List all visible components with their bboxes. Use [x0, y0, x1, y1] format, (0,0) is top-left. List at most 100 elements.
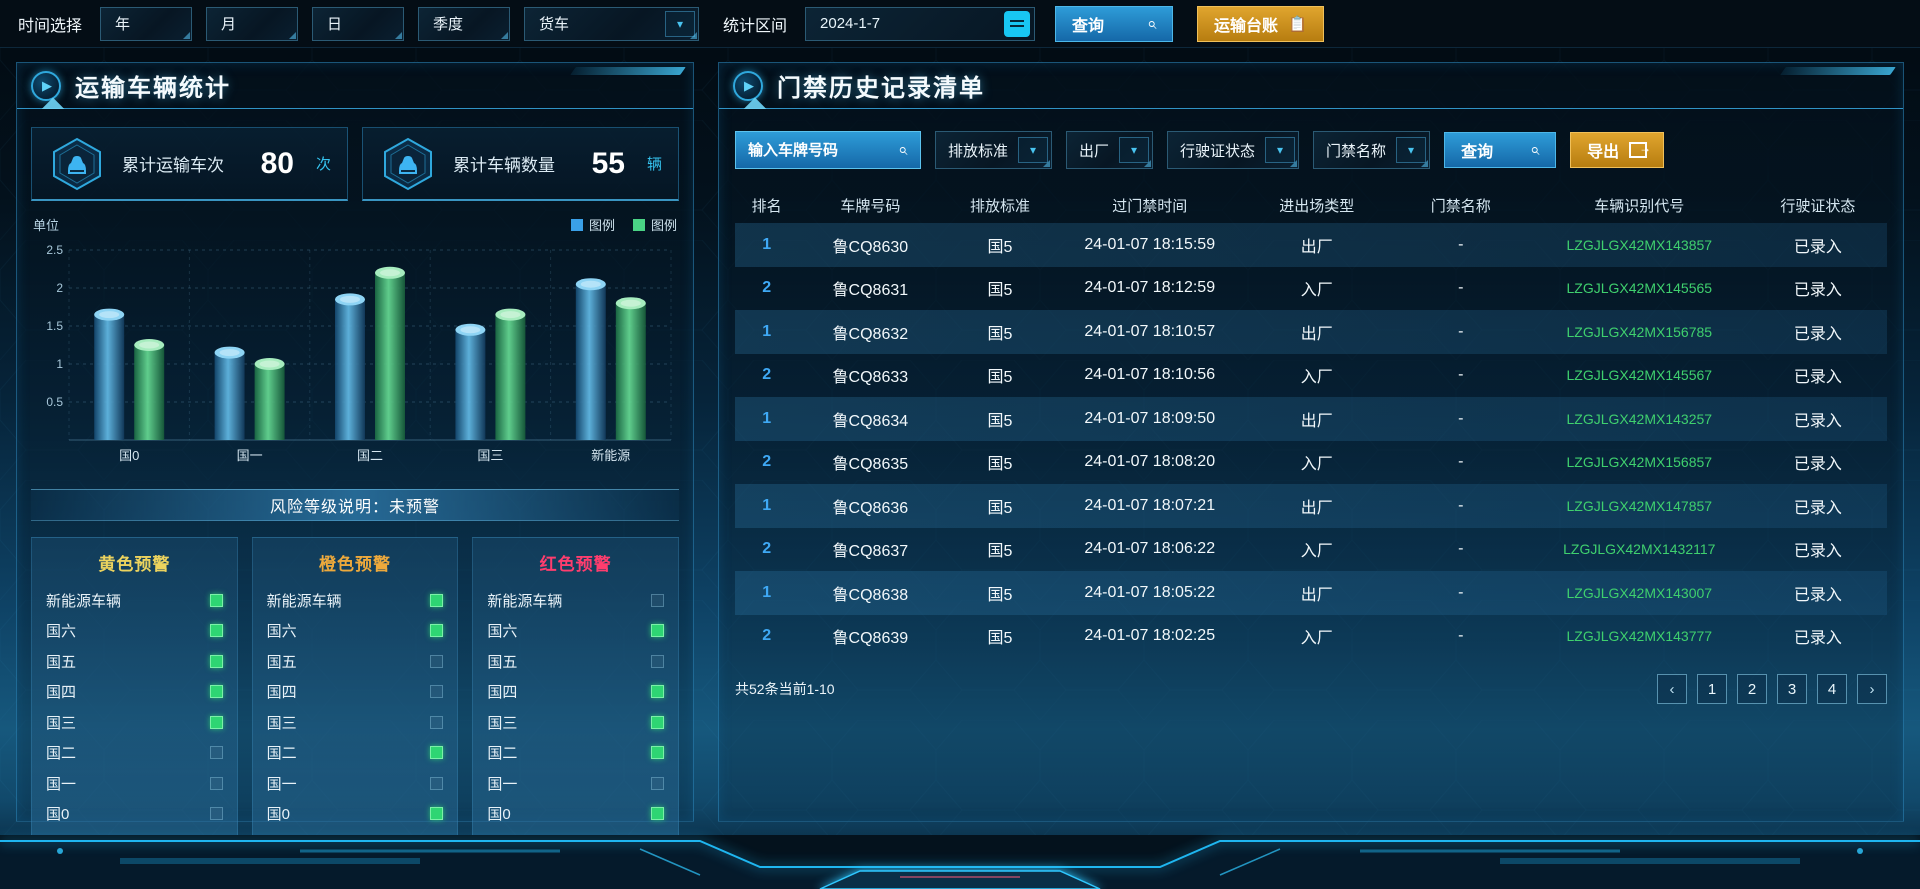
vehicle-bar-chart: 单位 图例 图例 0.5 1 1.5 2 2.5 国0 国一 国二 国三 新能源	[17, 201, 693, 473]
cell-gate-time: 24-01-07 18:10:56	[1084, 366, 1216, 384]
plate-number-search[interactable]: ⌕	[735, 131, 921, 169]
transport-ledger-label: 运输台账	[1214, 17, 1279, 35]
warning-indicator-on[interactable]	[430, 746, 444, 760]
cell-gate-time: 24-01-07 18:05:22	[1084, 583, 1216, 601]
warning-item-label: 新能源车辆	[266, 592, 342, 610]
car-icon	[379, 135, 437, 193]
legend-label: 图例	[650, 218, 677, 233]
warning-row: 国二	[487, 738, 665, 769]
cell-emission-standard: 国5	[987, 630, 1013, 648]
warning-indicator-on[interactable]	[430, 807, 444, 821]
warning-indicator-off[interactable]	[209, 807, 223, 821]
page-button-4[interactable]: 4	[1817, 674, 1847, 704]
cell-gate-name: -	[1458, 322, 1464, 340]
cell-rank: 2	[762, 279, 772, 297]
cell-vin: LZGJLGX42MX156857	[1566, 454, 1713, 471]
export-icon	[1629, 141, 1651, 158]
cell-vin: LZGJLGX42MX143257	[1566, 410, 1713, 427]
warning-indicator-on[interactable]	[430, 624, 444, 638]
warning-row: 国六	[267, 616, 444, 647]
stat-value: 80	[260, 146, 294, 180]
warning-item-label: 国0	[46, 806, 70, 824]
cell-gate-name: -	[1458, 235, 1464, 253]
warning-item-label: 国六	[266, 623, 297, 641]
filter-dropdown-label: 排放标准	[948, 142, 1009, 160]
cell-rank: 2	[762, 366, 772, 384]
warning-indicator-on[interactable]	[651, 715, 665, 729]
warning-indicator-on[interactable]	[209, 624, 223, 638]
cell-gate-time: 24-01-07 18:12:59	[1084, 279, 1216, 297]
top-toolbar: 时间选择 年月日季度 货车 ▾ 统计区间 2024-1-7 查询 ⌕ 运输台账 …	[0, 0, 1920, 48]
warning-indicator-on[interactable]	[651, 624, 665, 638]
time-button-季度[interactable]: 季度	[418, 6, 511, 41]
cell-vin: LZGJLGX42MX145567	[1566, 367, 1713, 384]
left-panel-header: ▶ 运输车辆统计	[17, 63, 693, 109]
warning-item-label: 国五	[266, 653, 297, 671]
transport-ledger-button[interactable]: 运输台账 📋	[1197, 5, 1324, 42]
warning-indicator-off[interactable]	[430, 685, 444, 699]
warning-row: 国二	[267, 738, 444, 769]
warning-indicator-off[interactable]	[651, 654, 665, 668]
search-icon: ⌕	[1146, 13, 1157, 33]
cell-vin: LZGJLGX42MX143007	[1566, 584, 1713, 601]
warning-indicator-off[interactable]	[209, 746, 223, 760]
warning-indicator-on[interactable]	[209, 685, 223, 699]
plate-number-input[interactable]	[748, 141, 868, 159]
table-query-button[interactable]: 查询 ⌕	[1444, 132, 1557, 168]
warning-item-label: 国四	[46, 684, 77, 702]
calendar-icon[interactable]	[1004, 10, 1031, 37]
legend-item-0[interactable]: 图例	[570, 215, 615, 234]
warning-row: 国一	[46, 768, 223, 799]
warning-indicator-on[interactable]	[651, 807, 665, 821]
warning-indicator-on[interactable]	[651, 746, 665, 760]
time-button-月[interactable]: 月	[206, 6, 299, 41]
warning-row: 国五	[487, 646, 665, 677]
filter-dropdown-1[interactable]: 出厂 ▾	[1066, 131, 1154, 169]
query-button[interactable]: 查询 ⌕	[1055, 5, 1174, 42]
filter-dropdown-0[interactable]: 排放标准 ▾	[935, 131, 1053, 169]
vehicle-type-dropdown[interactable]: 货车 ▾	[524, 6, 700, 41]
warning-indicator-on[interactable]	[209, 715, 223, 729]
column-header: 排放标准	[969, 197, 1030, 215]
date-range-input[interactable]: 2024-1-7	[805, 6, 1036, 41]
warning-row: 新能源车辆	[487, 585, 665, 616]
cell-gate-time: 24-01-07 18:10:57	[1084, 322, 1216, 340]
cell-vin: LZGJLGX42MX1432117	[1563, 541, 1716, 558]
left-panel-title: 运输车辆统计	[75, 75, 231, 102]
page-button-3[interactable]: 3	[1777, 674, 1807, 704]
warning-indicator-off[interactable]	[651, 776, 665, 790]
warning-indicator-on[interactable]	[430, 593, 444, 607]
time-button-年[interactable]: 年	[100, 6, 193, 41]
time-button-日[interactable]: 日	[312, 6, 405, 41]
warning-row: 国一	[487, 768, 665, 799]
cell-rank: 2	[762, 627, 772, 645]
table-filter-row: ⌕ 排放标准 ▾ 出厂 ▾ 行驶证状态 ▾ 门禁名称 ▾ 查询 ⌕ 导出	[719, 109, 1903, 169]
warning-indicator-off[interactable]	[430, 715, 444, 729]
cell-license-status: 已录入	[1793, 586, 1842, 604]
warning-row: 国一	[267, 768, 444, 799]
table-row: 2 鲁CQ8637 国5 24-01-07 18:06:22 入厂 - LZGJLGX42M…	[735, 528, 1887, 572]
warning-indicator-on[interactable]	[209, 654, 223, 668]
cell-gate-name: -	[1458, 409, 1464, 427]
chevron-down-icon: ▾	[1119, 137, 1150, 163]
filter-dropdown-2[interactable]: 行驶证状态 ▾	[1167, 131, 1300, 169]
warning-indicator-off[interactable]	[209, 776, 223, 790]
warning-title: 黄色预警	[98, 555, 171, 574]
export-button[interactable]: 导出	[1570, 132, 1665, 168]
warning-indicator-on[interactable]	[209, 593, 223, 607]
page-button-1[interactable]: 1	[1697, 674, 1727, 704]
warning-indicator-on[interactable]	[651, 685, 665, 699]
prev-page-button[interactable]: ‹	[1657, 674, 1687, 704]
legend-item-1[interactable]: 图例	[632, 215, 677, 234]
warning-indicator-off[interactable]	[651, 593, 665, 607]
cell-gate-time: 24-01-07 18:15:59	[1084, 235, 1216, 253]
warning-item-label: 国五	[487, 653, 518, 671]
right-panel-title: 门禁历史记录清单	[777, 75, 985, 102]
warning-indicator-off[interactable]	[430, 654, 444, 668]
next-page-button[interactable]: ›	[1857, 674, 1887, 704]
page-button-2[interactable]: 2	[1737, 674, 1767, 704]
filter-dropdown-3[interactable]: 门禁名称 ▾	[1313, 131, 1431, 169]
warning-indicator-off[interactable]	[430, 776, 444, 790]
access-history-panel: ▶ 门禁历史记录清单 ⌕ 排放标准 ▾ 出厂 ▾ 行驶证状态 ▾ 门禁名称 ▾ 查询 ⌕ 导出…	[718, 62, 1904, 822]
chart-unit-label: 单位	[33, 218, 60, 233]
